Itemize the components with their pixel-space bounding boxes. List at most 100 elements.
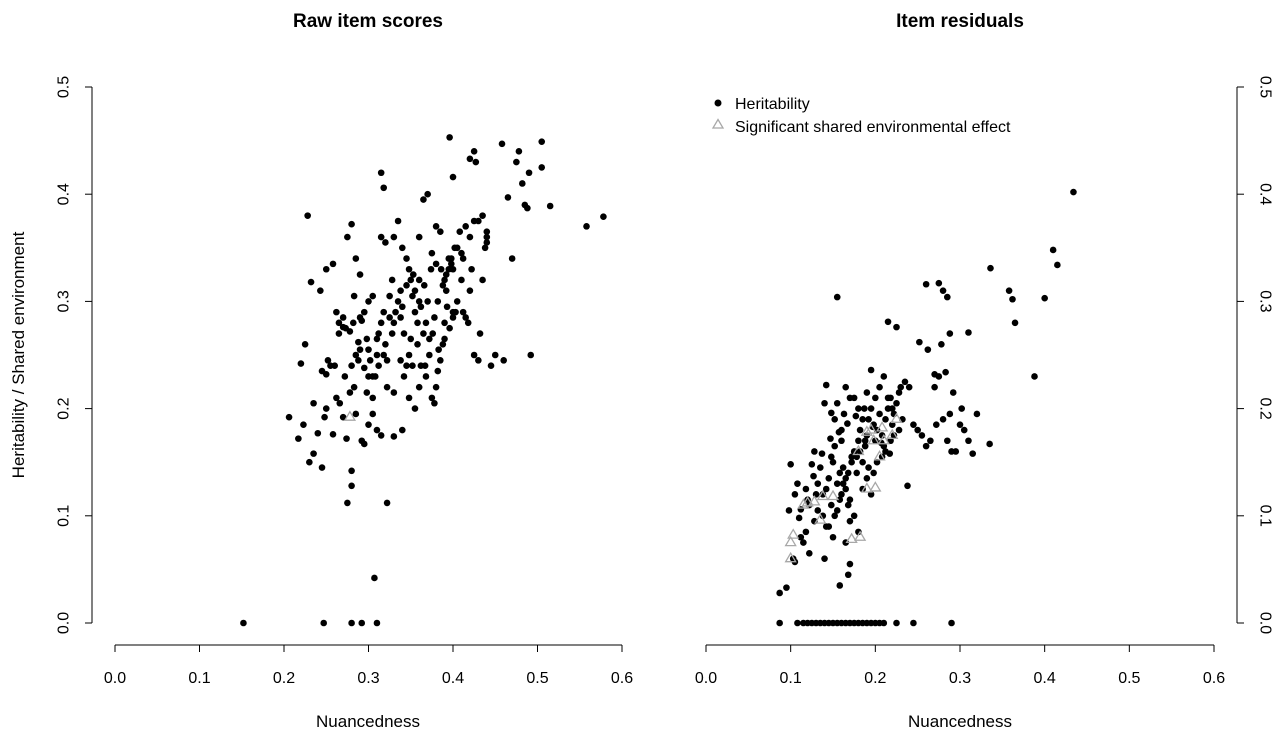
point-heritability: [449, 314, 457, 321]
point-heritability: [388, 276, 396, 284]
point-heritability: [437, 228, 444, 236]
y-tick-label: 0.1: [56, 505, 73, 527]
point-heritability: [417, 303, 425, 311]
point-heritability: [515, 148, 523, 155]
point-heritability: [956, 421, 964, 428]
point-heritability: [939, 416, 947, 423]
point-heritability: [856, 426, 864, 434]
point-heritability: [437, 265, 445, 273]
point-heritability: [382, 239, 389, 246]
point-heritability: [884, 318, 892, 326]
point-heritability: [844, 501, 852, 509]
point-heritability: [324, 357, 332, 364]
point-heritability: [336, 399, 344, 407]
point-heritability: [600, 213, 607, 221]
point-heritability: [420, 330, 427, 337]
point-heritability: [453, 244, 461, 252]
point-heritability: [840, 410, 848, 418]
point-heritability: [380, 351, 388, 359]
point-heritability: [446, 134, 453, 141]
point-heritability: [893, 399, 900, 407]
point-heritability: [424, 190, 431, 198]
point-heritability: [355, 338, 362, 346]
x-tick-label: 0.1: [188, 670, 210, 687]
point-shared-environment: [797, 498, 810, 509]
point-heritability: [365, 346, 372, 353]
point-heritability: [403, 282, 410, 289]
point-heritability: [960, 426, 968, 434]
point-heritability: [1005, 287, 1013, 294]
x-tick-label: 0.2: [273, 670, 295, 687]
point-heritability: [791, 491, 799, 498]
point-heritability: [453, 298, 461, 305]
point-heritability: [322, 405, 330, 412]
point-heritability: [583, 223, 590, 230]
point-heritability: [483, 233, 491, 241]
point-heritability: [833, 293, 841, 301]
point-heritability: [518, 180, 526, 187]
x-tick-label: 0.6: [611, 670, 633, 687]
point-heritability: [910, 619, 917, 627]
point-heritability: [787, 461, 794, 468]
point-heritability: [411, 308, 419, 316]
point-heritability: [459, 308, 467, 316]
point-heritability: [369, 292, 377, 300]
point-heritability: [811, 448, 818, 455]
point-heritability: [427, 265, 435, 273]
point-shared-environment: [869, 481, 882, 492]
point-heritability: [987, 264, 994, 272]
point-shared-environment: [852, 444, 865, 456]
point-heritability: [842, 485, 849, 493]
point-heritability: [383, 383, 391, 391]
point-heritability: [407, 276, 415, 284]
point-heritability: [839, 464, 847, 471]
point-heritability: [352, 410, 360, 418]
point-shared-environment: [877, 433, 890, 445]
point-heritability: [884, 394, 892, 402]
x-tick-label: 0.3: [949, 670, 971, 687]
point-heritability: [304, 212, 311, 219]
point-heritability: [855, 437, 862, 445]
point-heritability: [392, 308, 399, 316]
point-shared-environment: [860, 482, 874, 493]
point-heritability: [442, 271, 450, 278]
point-heritability: [426, 335, 433, 343]
point-heritability: [405, 351, 413, 359]
point-heritability: [335, 330, 343, 337]
point-heritability: [922, 442, 930, 450]
point-heritability: [459, 255, 467, 262]
point-heritability: [339, 314, 347, 321]
point-heritability: [458, 249, 465, 257]
point-heritability: [429, 330, 437, 337]
point-heritability: [867, 366, 875, 374]
panel-title: Raw item scores: [293, 11, 443, 32]
point-heritability: [822, 381, 830, 389]
point-heritability: [888, 405, 896, 412]
point-heritability: [428, 394, 436, 402]
point-heritability: [870, 469, 877, 477]
point-heritability: [415, 276, 423, 284]
point-heritability: [893, 619, 900, 627]
point-heritability: [873, 458, 881, 466]
point-heritability: [856, 448, 864, 455]
point-heritability: [318, 464, 326, 471]
point-heritability: [411, 405, 419, 412]
point-heritability: [872, 437, 879, 445]
point-heritability: [897, 383, 905, 391]
point-heritability: [240, 619, 247, 627]
point-heritability: [397, 357, 404, 364]
point-heritability: [446, 324, 453, 332]
x-tick-label: 0.0: [104, 670, 126, 687]
point-heritability: [848, 458, 855, 466]
point-shared-environment: [784, 551, 797, 563]
point-heritability: [794, 619, 801, 627]
point-heritability: [513, 158, 520, 166]
point-heritability: [1070, 188, 1077, 196]
point-heritability: [1031, 373, 1038, 380]
point-heritability: [946, 330, 954, 337]
point-heritability: [442, 287, 450, 294]
point-heritability: [852, 412, 860, 420]
point-heritability: [358, 619, 366, 627]
point-heritability: [466, 233, 474, 241]
point-heritability: [508, 255, 516, 262]
